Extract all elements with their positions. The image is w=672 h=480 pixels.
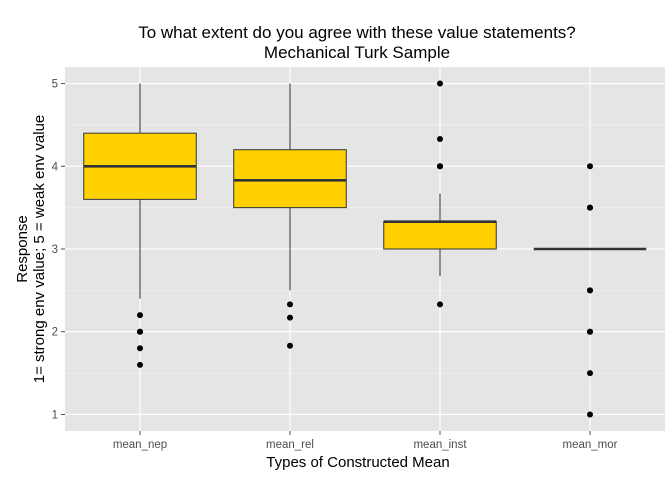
outlier-point (587, 328, 593, 335)
outlier-point (437, 135, 443, 142)
chart-title-line-1: To what extent do you agree with these v… (138, 23, 576, 42)
x-tick-label-mean_mor: mean_mor (563, 439, 618, 451)
y-tick-label: 1 (52, 409, 58, 421)
box-iqr (383, 221, 497, 250)
outlier-point (437, 80, 443, 87)
y-axis-ticks: 1 2 3 4 5 (52, 79, 65, 421)
outlier-point (137, 312, 143, 319)
x-axis-ticks: mean_nep mean_rel mean_inst mean_mor (113, 431, 618, 451)
boxes (83, 83, 647, 299)
outlier-point (437, 301, 443, 308)
outlier-point (287, 314, 293, 321)
outlier-point (437, 163, 443, 170)
box-mean_rel (233, 83, 347, 291)
outlier-point (587, 163, 593, 170)
y-axis-title: Response 1= strong env value; 5 = weak e… (14, 115, 48, 384)
outlier-point (587, 204, 593, 211)
outlier-points (137, 80, 593, 418)
y-axis-title-line-1: Response (14, 215, 31, 283)
chart-title: To what extent do you agree with these v… (138, 23, 576, 62)
y-tick-label: 3 (52, 244, 58, 256)
y-tick-label: 2 (52, 327, 58, 339)
outlier-point (287, 342, 293, 349)
outlier-point (587, 411, 593, 418)
outlier-point (587, 370, 593, 377)
outlier-point (137, 361, 143, 368)
y-tick-label: 5 (52, 79, 58, 91)
chart-title-line-2: Mechanical Turk Sample (264, 43, 450, 62)
y-axis-title-line-2: 1= strong env value; 5 = weak env value (31, 115, 48, 384)
outlier-point (587, 287, 593, 294)
x-axis-title: Types of Constructed Mean (266, 454, 449, 471)
box-mean_nep (83, 83, 197, 299)
box-iqr (233, 149, 347, 209)
y-tick-label: 4 (52, 161, 59, 173)
minor-grid (65, 124, 665, 374)
x-tick-label-mean_inst: mean_inst (413, 439, 467, 451)
outlier-point (137, 345, 143, 352)
x-tick-label-mean_nep: mean_nep (113, 439, 167, 451)
outlier-point (137, 328, 143, 335)
box-mean_inst (383, 193, 497, 277)
x-tick-label-mean_rel: mean_rel (266, 439, 314, 451)
outlier-point (287, 301, 293, 308)
